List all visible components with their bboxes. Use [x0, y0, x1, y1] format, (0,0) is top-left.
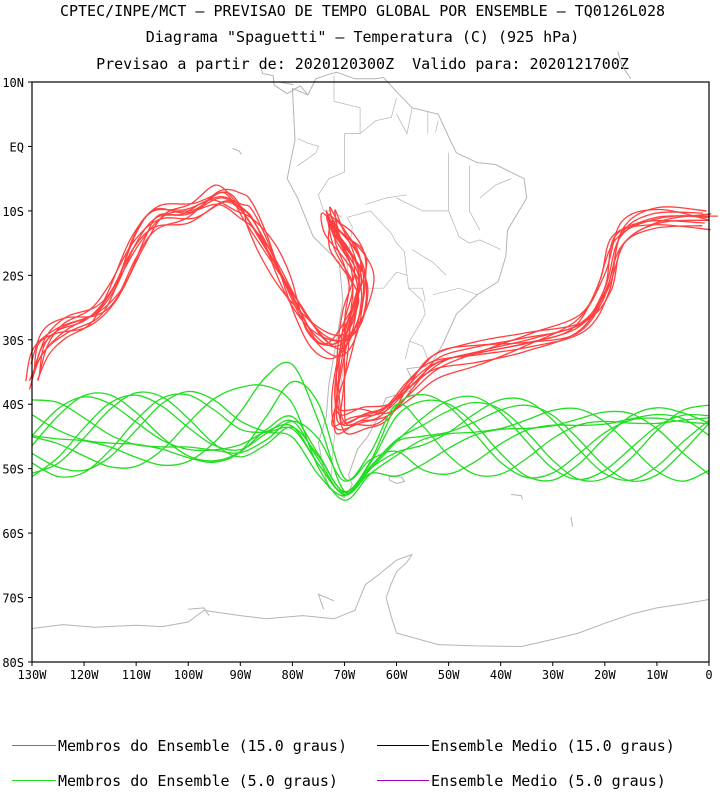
- legend-label-green: Membros do Ensemble (5.0 graus): [58, 772, 338, 790]
- lat-tick-label: EQ: [10, 140, 24, 154]
- lat-tick-label: 10S: [2, 205, 24, 219]
- country-border: [435, 120, 439, 133]
- country-border: [479, 178, 512, 199]
- lon-tick-label: 100W: [174, 668, 204, 682]
- isotherm-5-member-line: [31, 394, 710, 496]
- title-line-2: Diagrama "Spaguetti" – Temperatura (C) (…: [145, 28, 580, 46]
- isotherm-15-member-line: [28, 203, 712, 435]
- coastline: [385, 554, 710, 648]
- lon-tick-label: 20W: [594, 668, 616, 682]
- country-border: [448, 152, 501, 250]
- country-border: [432, 287, 478, 296]
- legend-label-purple: Ensemble Medio (5.0 graus): [431, 772, 666, 790]
- lon-tick-label: 80W: [282, 668, 304, 682]
- lat-tick-label: 60S: [2, 527, 24, 541]
- lon-tick-label: 60W: [386, 668, 408, 682]
- isotherm-5-member-line: [31, 392, 710, 493]
- isotherm-15-member-line: [30, 188, 710, 415]
- lon-tick-label: 10W: [646, 668, 668, 682]
- lon-tick-label: 70W: [334, 668, 356, 682]
- country-border: [297, 138, 319, 167]
- legend-label-red: Membros do Ensemble (15.0 graus): [58, 737, 347, 755]
- coastline: [617, 51, 632, 80]
- lon-tick-label: 130W: [18, 668, 48, 682]
- country-border: [359, 98, 397, 134]
- lon-tick-label: 0: [705, 668, 712, 682]
- lat-tick-label: 40S: [2, 398, 24, 412]
- country-border: [365, 194, 408, 205]
- coastline: [511, 493, 524, 500]
- lon-tick-label: 30W: [542, 668, 564, 682]
- isotherm-5-member-line: [31, 391, 710, 493]
- country-border: [346, 217, 353, 289]
- isotherm-15-member-line: [32, 200, 707, 416]
- country-border: [408, 287, 426, 302]
- country-border: [347, 210, 408, 276]
- coastline: [260, 68, 309, 96]
- country-border: [333, 75, 361, 173]
- legend-swatch-purple: [377, 780, 429, 781]
- coastline: [232, 147, 242, 155]
- legend-swatch-black: [377, 745, 429, 746]
- coastline: [31, 553, 413, 629]
- lat-tick-label: 70S: [2, 592, 24, 606]
- isotherm-5-member-line: [31, 384, 710, 501]
- isotherm-5-member-line: [31, 393, 710, 494]
- country-border: [396, 107, 413, 135]
- legend-label-black: Ensemble Medio (15.0 graus): [431, 737, 675, 755]
- map-frame: [31, 81, 710, 663]
- coastline: [286, 71, 528, 499]
- legend-swatch-green: [12, 780, 56, 781]
- isotherm-15-member-line: [37, 201, 704, 424]
- lon-tick-label: 50W: [438, 668, 460, 682]
- lon-tick-label: 40W: [490, 668, 512, 682]
- isotherm-15-members: [25, 184, 718, 435]
- country-border: [396, 197, 449, 212]
- lat-tick-label: 50S: [2, 463, 24, 477]
- isotherm-5-member-line: [31, 380, 710, 481]
- isotherm-15-member-line: [33, 184, 711, 427]
- title-line-1: CPTEC/INPE/MCT – PREVISAO DE TEMPO GLOBA…: [59, 2, 666, 20]
- isotherm-15-member-line: [31, 197, 710, 425]
- coastline: [317, 593, 335, 610]
- lon-tick-label: 110W: [122, 668, 152, 682]
- country-border: [412, 249, 447, 276]
- lon-tick-label: 90W: [229, 668, 251, 682]
- country-border: [469, 165, 481, 231]
- legend-swatch-red: [12, 745, 56, 746]
- lat-tick-label: 30S: [2, 334, 24, 348]
- lon-tick-label: 120W: [70, 668, 100, 682]
- lat-tick-label: 10N: [2, 76, 24, 90]
- lat-tick-label: 80S: [2, 656, 24, 670]
- coastlines: [31, 51, 710, 648]
- isotherm-15-member-line: [36, 191, 703, 435]
- coastline: [388, 475, 406, 485]
- title-line-3: Previsao a partir de: 2020120300Z Valido…: [96, 55, 629, 73]
- coastline: [188, 607, 210, 616]
- coastline: [570, 516, 574, 527]
- isotherm-5-members: [31, 361, 710, 501]
- lat-tick-label: 20S: [2, 269, 24, 283]
